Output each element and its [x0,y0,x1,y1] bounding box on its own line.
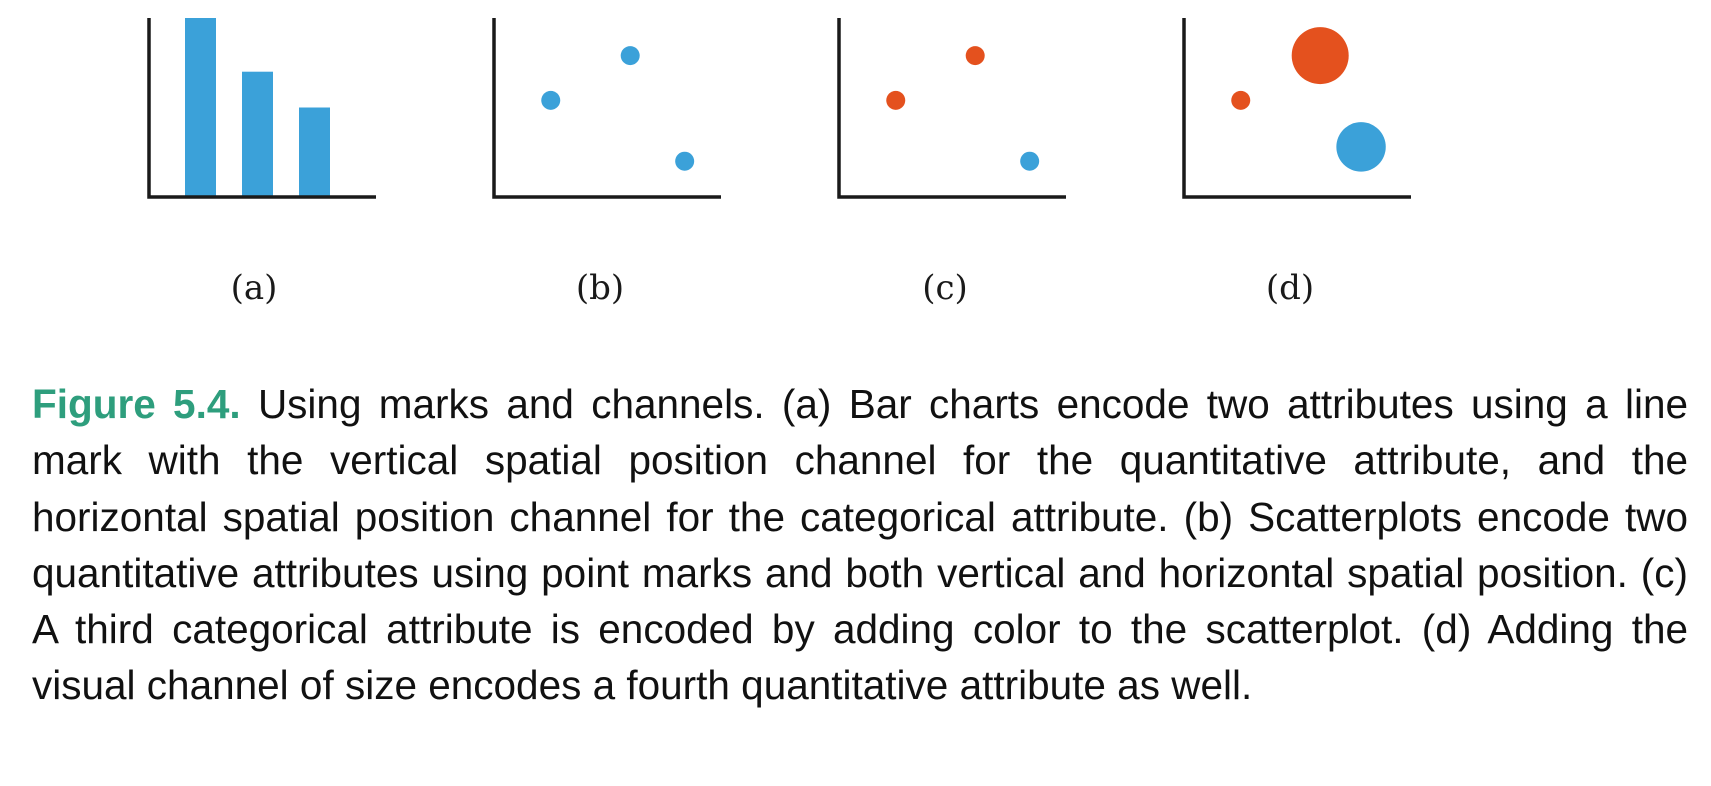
figure-charts [147,18,1411,199]
chart-c-point-3 [1020,151,1040,171]
chart-a-bar-3 [299,107,330,197]
figure-caption: Figure 5.4. Using marks and channels. (a… [32,376,1688,714]
panel-label-c: (c) [922,268,968,308]
chart-d-axes [1182,18,1411,199]
chart-b-point-2 [620,46,640,66]
chart-d-point-2 [1291,27,1349,85]
chart-c-point-2 [965,46,985,66]
chart-b-point-1 [541,90,561,110]
chart-a-bar-1 [185,18,216,197]
chart-d-point-1 [1231,90,1251,110]
panel-label-b: (b) [575,268,625,308]
panel-label-a: (a) [230,268,278,308]
chart-b-point-3 [675,151,695,171]
caption-text: Using marks and channels. (a) Bar charts… [32,381,1688,709]
chart-a-bar-2 [242,71,273,197]
chart-a-axes [147,18,376,199]
panel-label-d: (d) [1265,268,1315,308]
chart-b-axes [492,18,721,199]
figure-panels: (a) (b) (c) (d) [0,0,1711,330]
chart-d-point-3 [1336,122,1386,172]
chart-c-point-1 [886,90,906,110]
figure-number-label: Figure 5.4. [32,381,241,427]
chart-c-axes [837,18,1066,199]
